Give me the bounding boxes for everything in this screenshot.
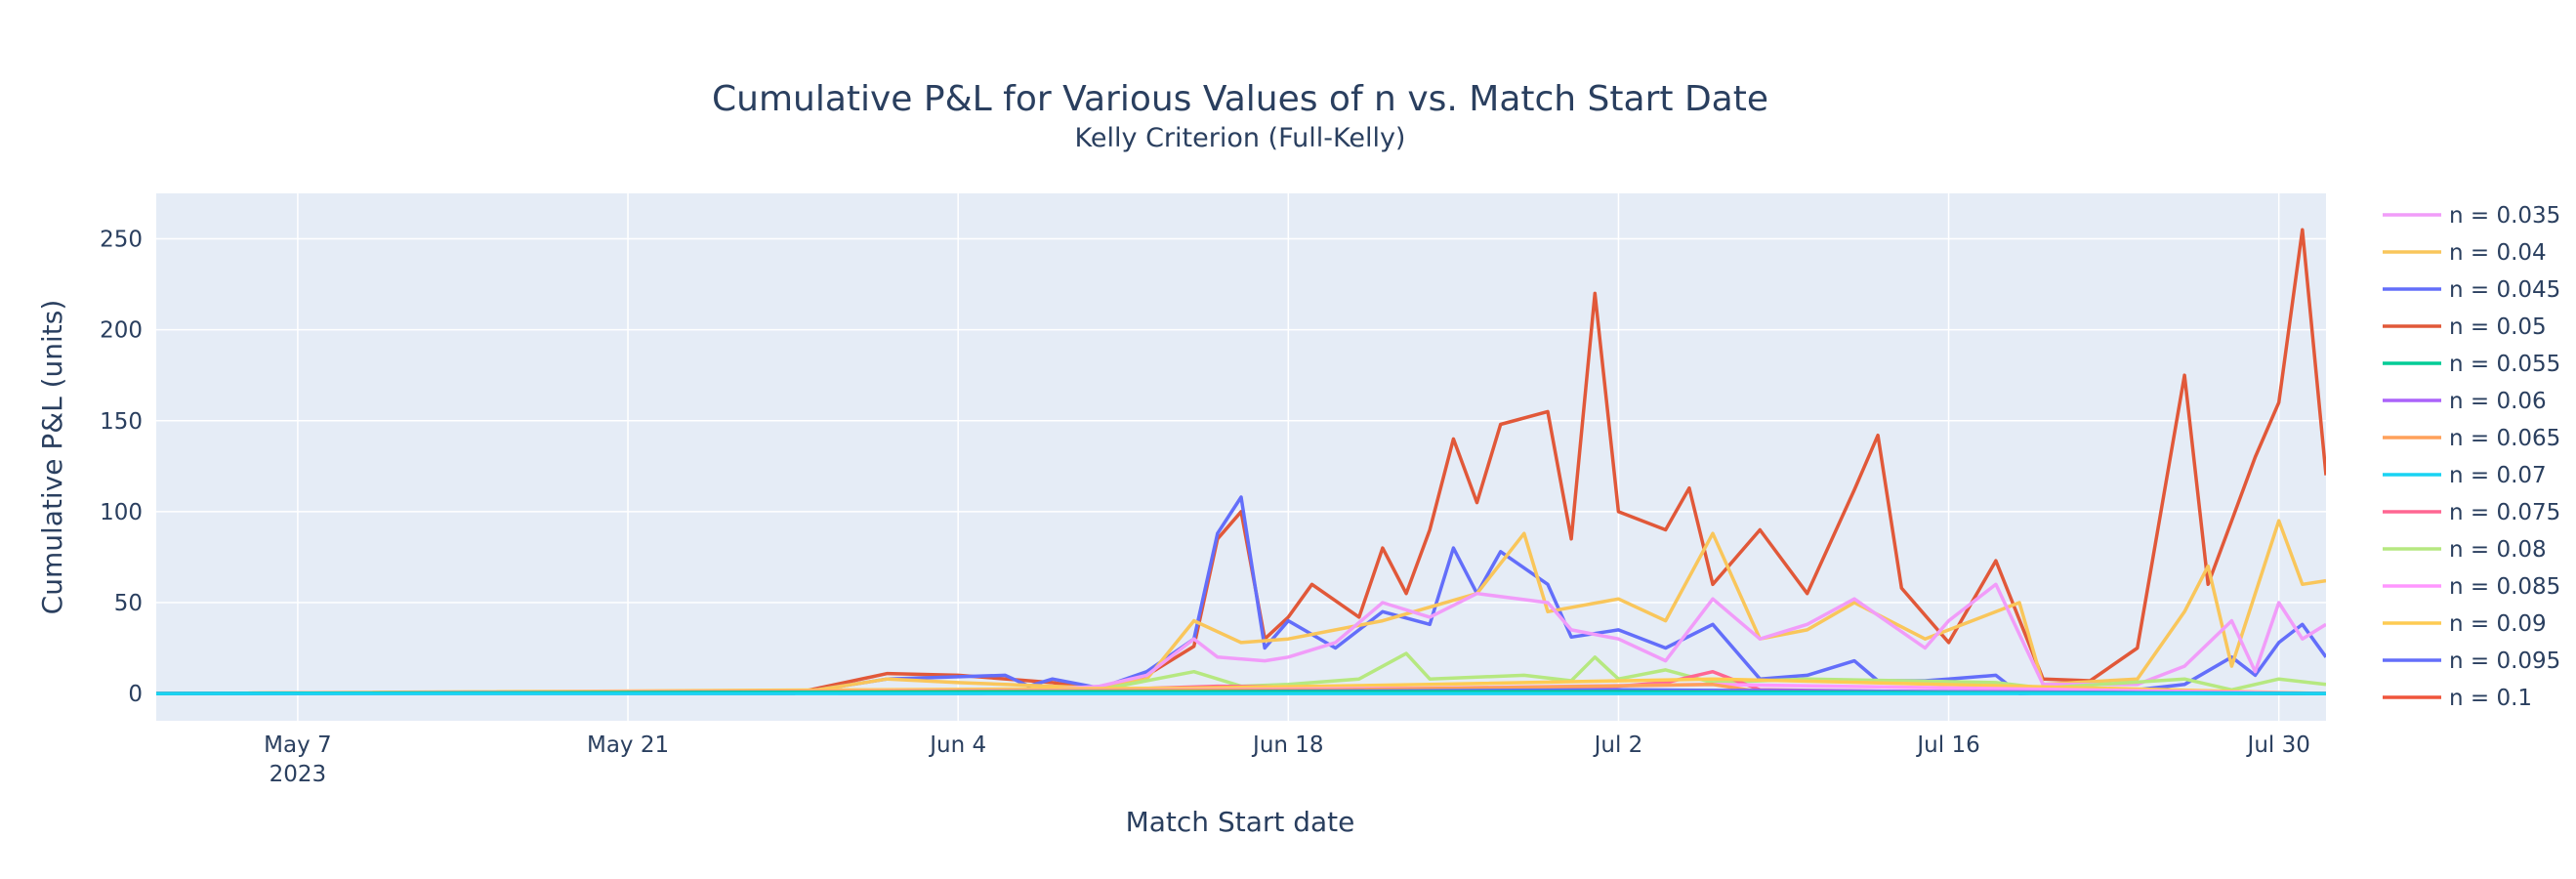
- legend-label: n = 0.06: [2449, 389, 2547, 414]
- x-tick-label: May 7: [264, 732, 332, 758]
- legend-item[interactable]: n = 0.05: [2383, 314, 2547, 340]
- legend-label: n = 0.055: [2449, 352, 2560, 377]
- legend-item[interactable]: n = 0.065: [2383, 426, 2560, 451]
- legend-label: n = 0.08: [2449, 537, 2547, 563]
- legend-item[interactable]: n = 0.085: [2383, 574, 2560, 600]
- series-line-0.04: [156, 519, 2326, 695]
- legend-item[interactable]: n = 0.07: [2383, 463, 2547, 488]
- legend-item[interactable]: n = 0.09: [2383, 611, 2547, 637]
- legend-item[interactable]: n = 0.055: [2383, 352, 2560, 377]
- legend-label: n = 0.07: [2449, 463, 2547, 488]
- series-lines: [156, 228, 2326, 695]
- legend-label: n = 0.05: [2449, 314, 2547, 340]
- x-tick-year-label: 2023: [270, 762, 327, 787]
- legend-label: n = 0.045: [2449, 277, 2560, 303]
- y-axis: 0 50 100 150 200 250: [100, 228, 143, 708]
- legend-item[interactable]: n = 0.08: [2383, 537, 2547, 563]
- chart-subtitle: Kelly Criterion (Full-Kelly): [1075, 123, 1406, 153]
- legend-label: n = 0.1: [2449, 686, 2532, 711]
- legend-label: n = 0.09: [2449, 611, 2547, 637]
- legend-label: n = 0.035: [2449, 203, 2560, 229]
- x-tick-label: May 21: [587, 732, 669, 758]
- legend[interactable]: n = 0.035 n = 0.04 n = 0.045 n = 0.05 n = 0.…: [2383, 203, 2560, 711]
- legend-item[interactable]: n = 0.045: [2383, 277, 2560, 303]
- y-tick-label: 50: [114, 591, 143, 616]
- x-axis: May 7 2023 May 21 Jun 4 Jun 18 Jul 2 Jul 16 Jul…: [264, 732, 2310, 787]
- legend-item[interactable]: n = 0.06: [2383, 389, 2547, 414]
- x-tick-label: Jul 30: [2246, 732, 2310, 758]
- legend-label: n = 0.04: [2449, 240, 2547, 266]
- legend-item[interactable]: n = 0.035: [2383, 203, 2560, 229]
- y-tick-label: 150: [100, 409, 143, 435]
- y-tick-label: 100: [100, 500, 143, 525]
- y-tick-label: 250: [100, 228, 143, 253]
- y-axis-title: Cumulative P&L (units): [36, 300, 68, 615]
- legend-item[interactable]: n = 0.095: [2383, 649, 2560, 674]
- x-tick-label: Jun 4: [928, 732, 986, 758]
- y-tick-label: 200: [100, 318, 143, 344]
- legend-item[interactable]: n = 0.04: [2383, 240, 2547, 266]
- legend-item[interactable]: n = 0.075: [2383, 500, 2560, 525]
- series-line-0.035: [156, 582, 2326, 695]
- legend-item[interactable]: n = 0.1: [2383, 686, 2532, 711]
- x-tick-label: Jul 2: [1593, 732, 1643, 758]
- x-axis-title: Match Start date: [1126, 806, 1355, 838]
- plot-area: [156, 193, 2326, 721]
- legend-label: n = 0.095: [2449, 649, 2560, 674]
- chart-title: Cumulative P&L for Various Values of n v…: [712, 79, 1768, 119]
- legend-label: n = 0.065: [2449, 426, 2560, 451]
- y-tick-label: 0: [128, 682, 143, 707]
- x-tick-label: Jul 16: [1915, 732, 1979, 758]
- legend-label: n = 0.085: [2449, 574, 2560, 600]
- x-tick-label: Jun 18: [1251, 732, 1324, 758]
- legend-label: n = 0.075: [2449, 500, 2560, 525]
